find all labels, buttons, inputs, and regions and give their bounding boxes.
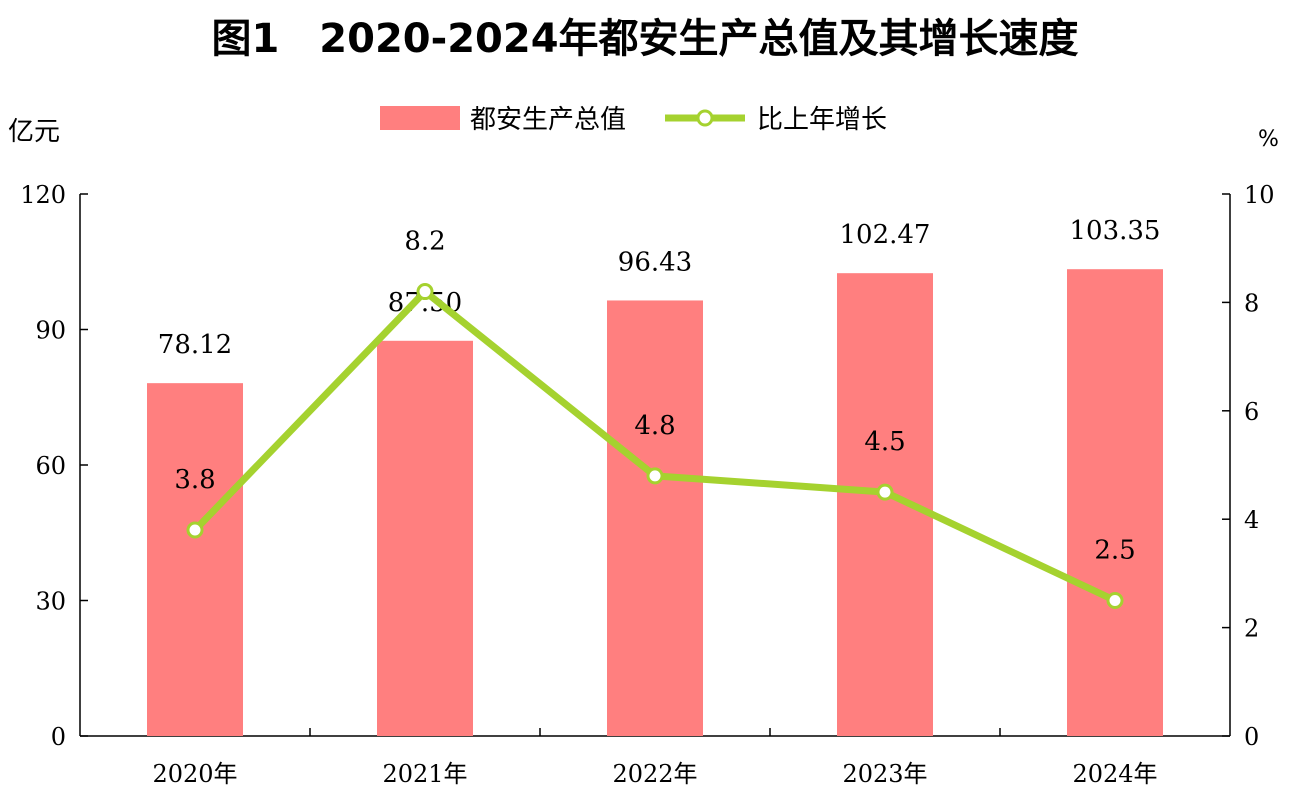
y-axis-label: 亿元: [8, 117, 60, 147]
x-tick-label: 2023年: [842, 760, 927, 788]
x-tick-label: 2024年: [1072, 760, 1157, 788]
y2-tick-label: 8: [1244, 289, 1259, 317]
y-tick-label: 30: [35, 588, 66, 616]
growth-point: [646, 467, 664, 485]
bar-data-label: 78.12: [158, 330, 232, 360]
y2-tick-label: 4: [1244, 506, 1259, 534]
bar: [1067, 269, 1163, 736]
growth-point: [186, 521, 204, 539]
legend-bar-swatch: [380, 106, 460, 130]
bar-data-label: 103.35: [1070, 216, 1161, 246]
bar-data-label: 102.47: [840, 220, 931, 250]
y-tick-label: 0: [51, 723, 66, 751]
bar: [377, 340, 473, 736]
y2-tick-label: 2: [1244, 615, 1259, 643]
x-tick-label: 2022年: [612, 760, 697, 788]
legend: 都安生产总值 比上年增长: [380, 105, 887, 135]
y2-tick-label: 6: [1244, 398, 1259, 426]
x-tick-label: 2021年: [382, 760, 467, 788]
legend-line-label: 比上年增长: [757, 105, 887, 135]
line-data-label: 2.5: [1094, 536, 1135, 566]
bar-data-label: 96.43: [618, 247, 692, 277]
y-tick-label: 60: [35, 452, 66, 480]
y-tick-label: 90: [35, 317, 66, 345]
y2-tick-label: 0: [1244, 723, 1259, 751]
chart-title: 图1 2020-2024年都安生产总值及其增长速度: [211, 16, 1078, 62]
x-tick-label: 2020年: [152, 760, 237, 788]
y-tick-label: 120: [20, 181, 66, 209]
bar: [607, 300, 703, 736]
y2-axis-label: %: [1258, 127, 1279, 152]
growth-point: [876, 483, 894, 501]
legend-line-marker: [696, 109, 714, 127]
legend-bar-label: 都安生产总值: [470, 105, 626, 135]
growth-point: [416, 283, 434, 301]
growth-point: [1106, 592, 1124, 609]
line-data-label: 4.5: [864, 427, 905, 457]
line-data-label: 3.8: [174, 465, 215, 495]
line-data-label: 4.8: [634, 411, 675, 441]
bar: [147, 383, 243, 736]
y2-tick-label: 10: [1244, 181, 1275, 209]
line-data-label: 8.2: [404, 227, 445, 257]
